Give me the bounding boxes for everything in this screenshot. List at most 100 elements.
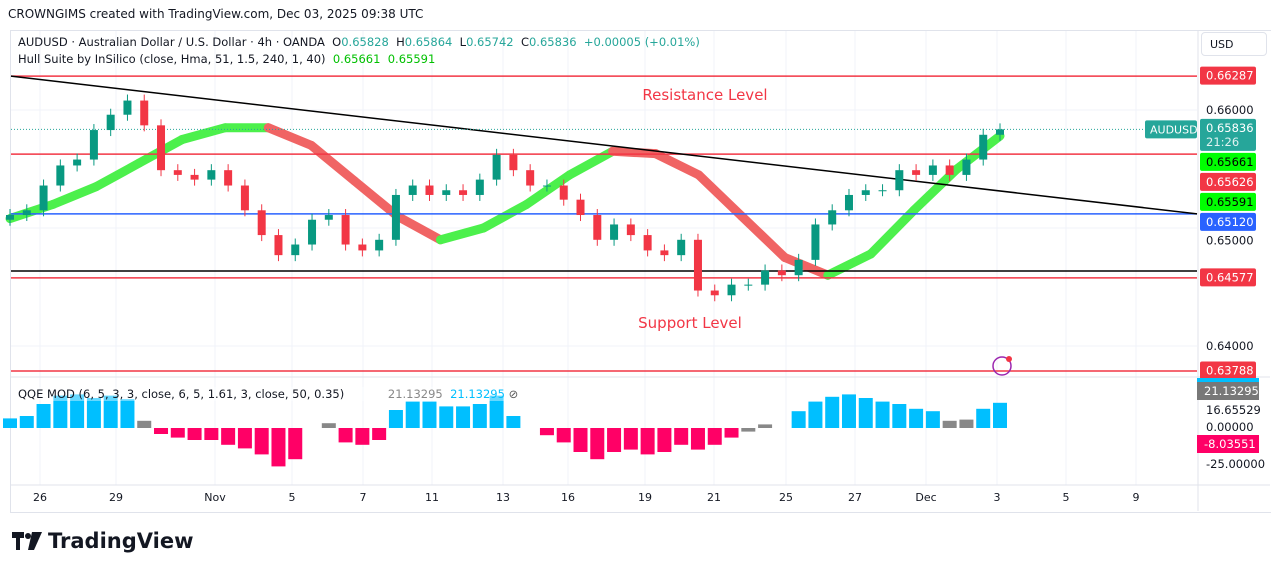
hide-icon[interactable]: ⊘ (508, 387, 519, 401)
open-value: 0.65828 (341, 35, 389, 49)
credit-text: CROWNGIMS created with TradingView.com, … (8, 7, 424, 21)
hull-price-label: 0.65591 (1206, 195, 1254, 209)
qqe-bar (103, 395, 118, 428)
candle-up (408, 185, 417, 195)
candle-down (509, 154, 518, 171)
hull-price-label-bg (1200, 192, 1256, 211)
candle-down (459, 190, 468, 195)
qqe-bar (254, 428, 269, 455)
qqe-bar (741, 428, 756, 432)
candle-down (224, 170, 233, 186)
candle-up (39, 185, 48, 211)
x-tick-label: 26 (33, 491, 47, 504)
qqe-bar (506, 416, 521, 428)
candle-up (761, 270, 770, 285)
qqe-legend: QQE MOD (6, 5, 3, 3, close, 6, 5, 1.61, … (18, 387, 519, 401)
x-tick-label: 5 (289, 491, 296, 504)
x-tick-label: 9 (1133, 491, 1140, 504)
y-tick-label: 0.66000 (1206, 103, 1254, 117)
qqe-bar (573, 428, 588, 452)
candle-up (492, 154, 501, 180)
hull-up-segment (565, 146, 618, 180)
y-tick-label: 0.65000 (1206, 233, 1254, 247)
qqe-bar (841, 394, 856, 428)
qqe-bar (237, 428, 252, 449)
qqe-bar (288, 428, 303, 460)
qqe-bar (707, 428, 722, 445)
tradingview-logo[interactable]: TradingView (12, 529, 193, 553)
qqe-bar (120, 399, 135, 428)
qqe-value-label: 21.13295 (1204, 384, 1259, 398)
alert-dot-icon (1006, 356, 1012, 362)
x-tick-label: 11 (425, 491, 439, 504)
qqe-bar (993, 402, 1007, 428)
candle-up (794, 259, 803, 276)
candle-down (173, 170, 182, 175)
qqe-bar (909, 408, 924, 428)
level-price-label: 0.63788 (1206, 364, 1254, 378)
countdown-label: 21:26 (1206, 135, 1239, 149)
candle-down (576, 199, 585, 216)
x-tick-label: 25 (779, 491, 793, 504)
qqe-bar (338, 428, 353, 443)
currency-selector[interactable]: USD (1201, 32, 1267, 56)
x-tick-label: 3 (994, 491, 1001, 504)
hull-down-segment (737, 211, 790, 262)
candle-up (56, 165, 65, 186)
qqe-bar (758, 424, 773, 428)
x-tick-label: 13 (496, 491, 510, 504)
x-tick-label: Nov (204, 491, 226, 504)
qqe-bar (154, 428, 169, 434)
qqe-value-bg (1197, 382, 1259, 400)
symbol-tag: AUDUSD (1150, 123, 1198, 136)
qqe-neg-label: -8.03551 (1204, 437, 1256, 451)
hull-down-segment (780, 253, 833, 280)
hull-legend: Hull Suite by InSilico (close, Hma, 51, … (18, 52, 436, 66)
level-price-label-bg (1200, 66, 1256, 85)
chart-frame[interactable] (10, 30, 1271, 513)
qqe-bar (472, 404, 487, 428)
qqe-bar (439, 406, 454, 428)
symbol-tag-bg (1145, 120, 1197, 139)
candle-down (559, 185, 568, 200)
candle-down (777, 270, 786, 276)
candle-up (878, 190, 887, 192)
qqe-bar (137, 420, 152, 428)
candle-down (140, 100, 149, 126)
candle-up (6, 215, 14, 220)
hull-up-segment (48, 182, 101, 209)
qqe-bar (36, 404, 51, 428)
hull-down-segment (349, 176, 402, 221)
qqe-bar (388, 410, 403, 428)
qqe-bar (556, 428, 571, 443)
candle-up (22, 210, 31, 216)
candle-up (979, 134, 988, 160)
qqe-bar (875, 401, 890, 428)
hull-down-segment (392, 211, 445, 245)
resistance-label: Resistance Level (642, 86, 767, 104)
qqe-bar (19, 416, 34, 428)
qqe-bar (674, 428, 689, 445)
qqe-bar (489, 395, 504, 428)
qqe-tick-label: 0.00000 (1206, 420, 1254, 434)
candle-up (861, 190, 870, 195)
qqe-neg-bg (1197, 435, 1259, 453)
qqe-cyan-mark (1197, 378, 1259, 382)
candle-down (358, 244, 367, 251)
candle-down (425, 185, 434, 195)
candle-up (475, 179, 484, 195)
candle-up (744, 284, 753, 286)
hull-down-segment (694, 170, 747, 221)
support-label: Support Level (638, 314, 742, 332)
x-tick-label: Dec (915, 491, 936, 504)
candle-up (207, 170, 216, 180)
candle-up (123, 100, 132, 115)
close-value: 0.65836 (528, 35, 577, 49)
qqe-bar (959, 419, 974, 428)
candle-down (274, 235, 283, 256)
hull-up-segment (823, 249, 876, 280)
qqe-bar (405, 401, 420, 428)
qqe-bar (3, 418, 17, 428)
hull-down-segment (306, 140, 359, 186)
